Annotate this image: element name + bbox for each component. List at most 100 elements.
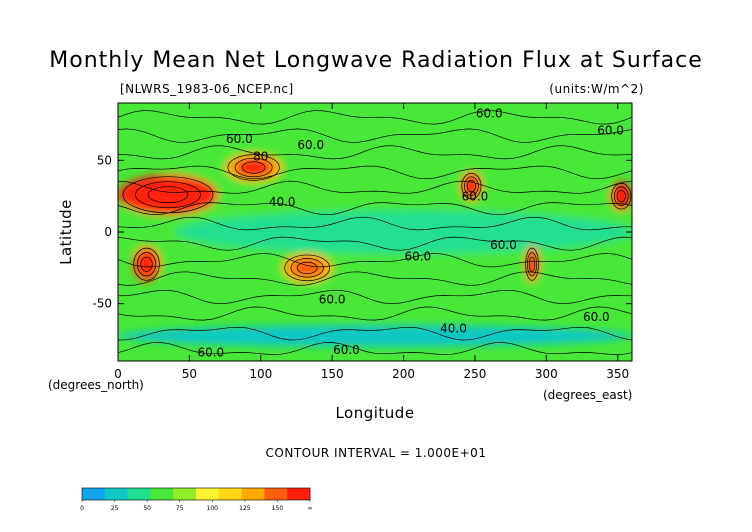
colorbar-swatch xyxy=(104,488,128,500)
contour-ring xyxy=(611,182,632,210)
units-label: (units:W/m^2) xyxy=(549,82,644,96)
contour-ring xyxy=(461,172,482,200)
colorbar-tick-label: 0 xyxy=(80,505,84,512)
contour-label: 60.0 xyxy=(583,310,610,324)
x-tick-label: 100 xyxy=(249,367,272,381)
field-region-0 xyxy=(118,325,632,347)
field-region-2 xyxy=(175,210,632,254)
contour-line xyxy=(118,128,632,143)
x-tick-label: 300 xyxy=(535,367,558,381)
contour-line xyxy=(118,180,632,194)
contour-ring xyxy=(147,186,189,204)
colorbar-tick-label: 25 xyxy=(111,505,119,512)
x-tick-label: 50 xyxy=(182,367,197,381)
contour-ring xyxy=(296,261,318,274)
colorbar-swatch xyxy=(264,488,288,500)
contour-ring xyxy=(527,252,538,277)
field-core-5 xyxy=(137,253,156,276)
colorbar-swatch xyxy=(173,488,197,500)
contour-label: 60.0 xyxy=(197,346,224,360)
contour-ring xyxy=(290,258,324,278)
contour-ring xyxy=(284,254,331,282)
contour-label: 60.0 xyxy=(476,106,503,120)
contour-ring xyxy=(227,154,280,181)
contour-label: 60.0 xyxy=(226,132,253,146)
contour-line xyxy=(118,216,632,231)
colorbar-swatch xyxy=(127,488,151,500)
x-tick-label: 200 xyxy=(392,367,415,381)
contour-ring xyxy=(466,180,477,193)
colorbar-swatch xyxy=(196,488,220,500)
contour-ring xyxy=(234,157,273,178)
colorbar-swatch xyxy=(241,488,265,500)
x-axis-title: Longitude xyxy=(335,404,414,422)
colorbar-tick-label: 150 xyxy=(272,505,284,512)
x-tick-label: 250 xyxy=(463,367,486,381)
contour-line xyxy=(118,326,632,341)
colorbar-tick-label: 125 xyxy=(239,505,251,512)
contour-label: 60.0 xyxy=(333,343,360,357)
contour-ring xyxy=(613,186,629,206)
contour-lines xyxy=(118,110,632,355)
contour-ring xyxy=(122,176,214,214)
x-tick-label: 350 xyxy=(606,367,629,381)
contour-line xyxy=(118,289,632,305)
contour-line xyxy=(118,202,632,216)
contour-label: 60.0 xyxy=(490,238,517,252)
contour-line xyxy=(118,110,632,125)
axes: 0 50 100 150 200 250 300 350 50 0 -50 xyxy=(92,103,632,381)
colorbar-tick-label: 75 xyxy=(176,505,184,512)
field-core-6 xyxy=(614,187,628,206)
contour-line xyxy=(118,165,632,180)
x-tick-label: 0 xyxy=(114,367,122,381)
contour-ring xyxy=(464,176,479,196)
contour-label: 60.0 xyxy=(597,124,624,138)
contour-interval: CONTOUR INTERVAL = 1.000E+01 xyxy=(265,446,487,460)
colorbar-frame xyxy=(81,487,311,501)
contour-line xyxy=(118,145,632,160)
colorbar-swatch xyxy=(287,488,311,500)
flux-field xyxy=(118,103,632,361)
contour-line xyxy=(118,253,632,268)
y-tick-label: 50 xyxy=(97,153,112,167)
colorbar: 0 25 50 75 100 125 150 ∞ xyxy=(80,487,313,512)
contour-label: 60.0 xyxy=(404,250,431,264)
y-unit-label: (degrees_north) xyxy=(48,378,144,392)
contour-label: 40.0 xyxy=(440,321,467,335)
field-core-4 xyxy=(291,258,323,277)
contour-label: 60.0 xyxy=(297,138,324,152)
y-tick-label: -50 xyxy=(92,297,112,311)
contour-line xyxy=(118,236,632,251)
colorbar-swatch xyxy=(82,488,106,500)
contour-ring xyxy=(525,247,539,281)
contour-label: 40.0 xyxy=(269,195,296,209)
contour-ring xyxy=(528,256,536,272)
contour-ring xyxy=(616,190,626,203)
field-core-8 xyxy=(235,158,272,177)
colorbar-tick-label: 100 xyxy=(207,505,219,512)
contour-line xyxy=(118,342,632,355)
contour-label: 80 xyxy=(253,149,268,163)
contour-ring xyxy=(136,252,157,277)
contour-ring xyxy=(241,161,266,174)
colorbar-swatch xyxy=(218,488,242,500)
field-core-9 xyxy=(136,182,200,208)
colorbar-tick-label: ∞ xyxy=(308,505,313,512)
contour-label: 60.0 xyxy=(462,189,489,203)
contour-line xyxy=(118,306,632,321)
y-axis-title: Latitude xyxy=(57,199,75,265)
contour-label: 60.0 xyxy=(319,293,346,307)
colorbar-tick-label: 50 xyxy=(143,505,151,512)
contour-line xyxy=(118,271,632,286)
contour-ring xyxy=(133,247,160,281)
file-label: [NLWRS_1983-06_NCEP.nc] xyxy=(120,82,294,96)
contour-ring xyxy=(135,181,201,209)
colorbar-swatch xyxy=(150,488,174,500)
contour-ring xyxy=(140,256,153,272)
x-tick-label: 150 xyxy=(321,367,344,381)
y-tick-label: 0 xyxy=(104,225,112,239)
chart-title: Monthly Mean Net Longwave Radiation Flux… xyxy=(49,48,703,73)
x-unit-label: (degrees_east) xyxy=(543,388,632,402)
